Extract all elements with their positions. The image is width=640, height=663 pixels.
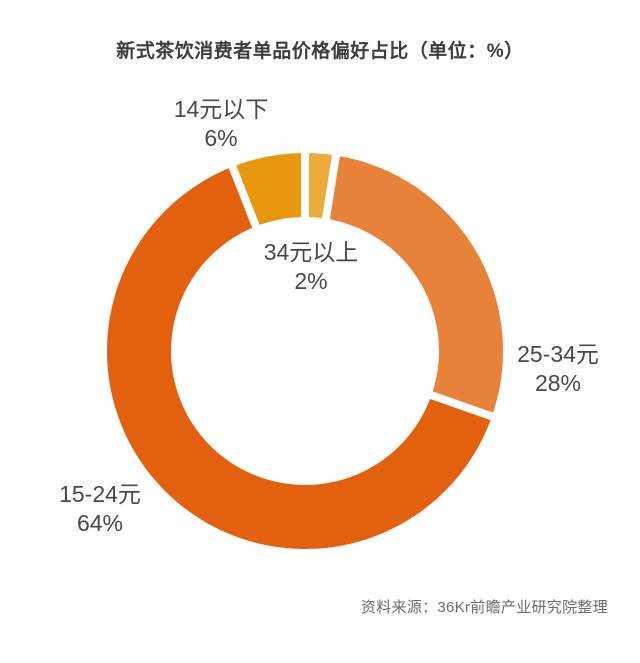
donut-chart [105, 150, 505, 551]
slice-label-text: 25-34元 [517, 341, 599, 367]
slice-separator [227, 162, 261, 231]
donut-slice-25-34 [325, 155, 504, 417]
slice-label-15-24: 15-24元 64% [59, 480, 141, 538]
chart-title: 新式茶饮消费者单品价格偏好占比（单位：%） [116, 41, 524, 62]
slice-separator [321, 151, 341, 223]
source-note: 资料来源：36Kr前瞻产业研究院整理 [360, 599, 608, 616]
slice-label-25-34: 25-34元 28% [517, 340, 599, 398]
slice-label-percent: 2% [294, 268, 328, 294]
donut-svg [107, 150, 504, 549]
slice-label-text: 14元以下 [173, 96, 269, 122]
slice-label-percent: 28% [534, 370, 582, 396]
donut-slice-15-24 [107, 166, 492, 549]
slice-label-under-14: 14元以下 6% [174, 95, 269, 153]
slice-label-percent: 6% [204, 125, 238, 151]
slice-separator [427, 390, 497, 422]
slice-label-text: 15-24元 [59, 481, 141, 507]
slice-label-over-34: 34元以上 2% [264, 238, 359, 296]
slice-label-percent: 64% [76, 510, 124, 536]
slice-label-text: 34元以上 [263, 239, 359, 265]
